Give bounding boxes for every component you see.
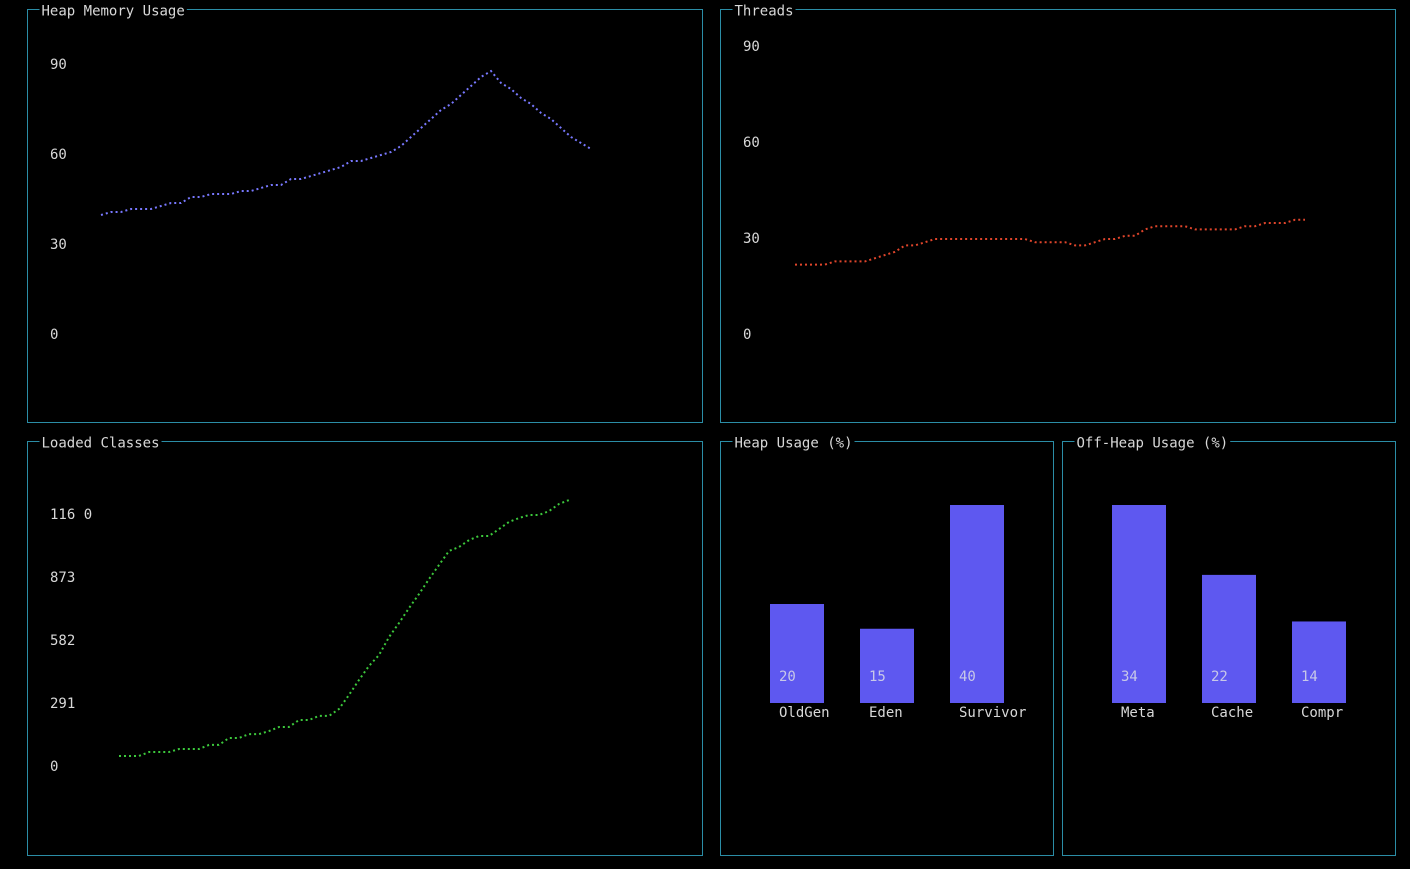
bar bbox=[1202, 574, 1256, 703]
bar-category-label: Meta bbox=[1121, 705, 1155, 721]
bar-category-label: OldGen bbox=[779, 705, 830, 721]
bar-value-label: 34 bbox=[1121, 669, 1138, 685]
title-background bbox=[732, 1, 796, 18]
bar-value-label: 20 bbox=[779, 669, 796, 685]
title-background bbox=[39, 1, 187, 18]
panel-title: Threads bbox=[735, 4, 794, 20]
y-tick-label: 291 bbox=[50, 696, 75, 712]
y-tick-label: 30 bbox=[743, 231, 760, 247]
bar bbox=[950, 505, 1004, 703]
panel-title: Loaded Classes bbox=[42, 436, 160, 452]
y-tick-label: 116 0 bbox=[50, 507, 92, 523]
y-tick-label: 90 bbox=[50, 57, 67, 73]
y-tick-label: 0 bbox=[50, 759, 58, 775]
panel-title: Heap Usage (%) bbox=[735, 436, 853, 452]
y-tick-label: 582 bbox=[50, 633, 75, 649]
y-tick-label: 873 bbox=[50, 570, 75, 586]
bar-value-label: 14 bbox=[1301, 669, 1318, 685]
panel-border bbox=[720, 441, 1054, 856]
y-tick-label: 90 bbox=[743, 39, 760, 55]
bar-category-label: Cache bbox=[1211, 705, 1253, 721]
bar-category-label: Compr bbox=[1301, 705, 1343, 721]
y-tick-label: 0 bbox=[743, 327, 751, 343]
line-series bbox=[795, 218, 1305, 266]
panel-border bbox=[720, 9, 1396, 423]
panel-title: Off-Heap Usage (%) bbox=[1077, 436, 1229, 452]
panel-border bbox=[27, 9, 703, 423]
panel-title: Heap Memory Usage bbox=[42, 4, 185, 20]
panel-border bbox=[27, 441, 703, 856]
title-background bbox=[1074, 433, 1231, 450]
title-background bbox=[39, 433, 162, 450]
bar bbox=[1112, 505, 1166, 703]
y-tick-label: 0 bbox=[50, 327, 58, 343]
line-series bbox=[119, 499, 570, 757]
bar-value-label: 15 bbox=[869, 669, 886, 685]
bar-category-label: Eden bbox=[869, 705, 903, 721]
bar-value-label: 22 bbox=[1211, 669, 1228, 685]
bar bbox=[770, 604, 824, 703]
y-tick-label: 60 bbox=[50, 147, 67, 163]
bar-value-label: 40 bbox=[959, 669, 976, 685]
line-series bbox=[100, 69, 592, 216]
title-background bbox=[732, 433, 855, 450]
bar bbox=[1292, 621, 1346, 703]
bar bbox=[860, 628, 914, 703]
y-tick-label: 30 bbox=[50, 237, 67, 253]
bar-category-label: Survivor bbox=[959, 705, 1026, 721]
y-tick-label: 60 bbox=[743, 135, 760, 151]
